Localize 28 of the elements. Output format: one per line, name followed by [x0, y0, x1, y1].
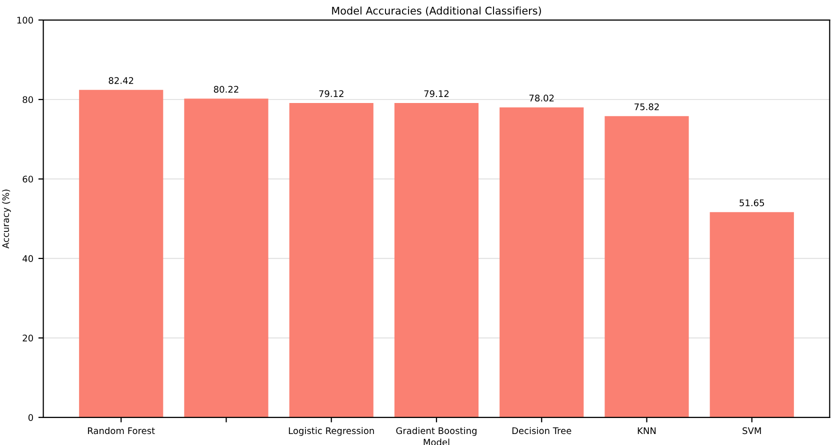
- data-label: 51.65: [740, 199, 764, 206]
- bar: [79, 90, 164, 418]
- bar: [604, 116, 689, 418]
- x-tick-label: KNN: [638, 427, 656, 434]
- bar: [710, 212, 794, 418]
- y-tick-label: 80: [22, 96, 33, 104]
- y-tick-label: 40: [22, 255, 33, 262]
- bar: [289, 103, 374, 418]
- x-tick-label: SVM: [742, 427, 761, 434]
- y-tick-label: 20: [22, 334, 33, 342]
- data-label: 79.12: [424, 90, 449, 98]
- data-label: 80.22: [214, 86, 238, 93]
- y-tick-label: 60: [22, 176, 33, 183]
- y-axis-title: Accuracy (%): [2, 190, 11, 248]
- x-tick-label: Gradient Boosting: [396, 427, 476, 436]
- data-label: 78.02: [529, 94, 554, 102]
- data-label: 75.82: [634, 103, 659, 110]
- chart-title: Model Accuracies (Additional Classifiers): [332, 6, 541, 16]
- data-label: 82.42: [108, 77, 134, 84]
- x-tick-label: Logistic Regression: [288, 427, 374, 436]
- y-tick-label: 0: [28, 414, 33, 421]
- y-tick-label: 100: [17, 16, 33, 24]
- x-tick-label: Decision Tree: [512, 427, 572, 434]
- bar: [394, 103, 479, 418]
- x-tick-label: Random Forest: [88, 427, 155, 434]
- bar: [184, 98, 268, 418]
- data-label: 79.12: [319, 90, 344, 98]
- bar: [500, 107, 584, 418]
